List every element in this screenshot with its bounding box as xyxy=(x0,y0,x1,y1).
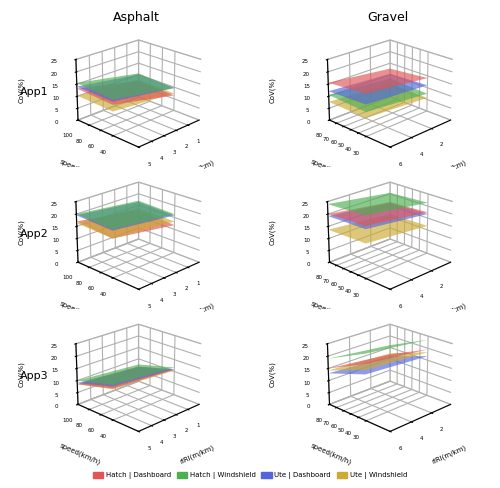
Y-axis label: speed(km/h): speed(km/h) xyxy=(58,158,102,182)
Title: Gravel: Gravel xyxy=(368,11,409,24)
Text: App3: App3 xyxy=(20,371,48,382)
Y-axis label: speed(km/h): speed(km/h) xyxy=(310,158,353,182)
Title: Asphalt: Asphalt xyxy=(114,11,160,24)
Text: App1: App1 xyxy=(20,87,48,97)
Y-axis label: speed(km/h): speed(km/h) xyxy=(310,442,353,466)
Y-axis label: speed(km/h): speed(km/h) xyxy=(58,442,102,466)
Text: App2: App2 xyxy=(20,229,48,239)
Legend: Hatch | Dashboard, Hatch | Windshield, Ute | Dashboard, Ute | Windshield: Hatch | Dashboard, Hatch | Windshield, U… xyxy=(90,469,410,482)
X-axis label: rIRI(m/km): rIRI(m/km) xyxy=(179,160,216,181)
X-axis label: rIRI(m/km): rIRI(m/km) xyxy=(430,302,467,323)
X-axis label: rIRI(m/km): rIRI(m/km) xyxy=(430,444,467,465)
X-axis label: rIRI(m/km): rIRI(m/km) xyxy=(179,444,216,465)
Y-axis label: speed(km/h): speed(km/h) xyxy=(310,300,353,324)
Y-axis label: speed(km/h): speed(km/h) xyxy=(58,300,102,324)
X-axis label: rIRI(m/km): rIRI(m/km) xyxy=(430,160,467,181)
X-axis label: rIRI(m/km): rIRI(m/km) xyxy=(179,302,216,323)
